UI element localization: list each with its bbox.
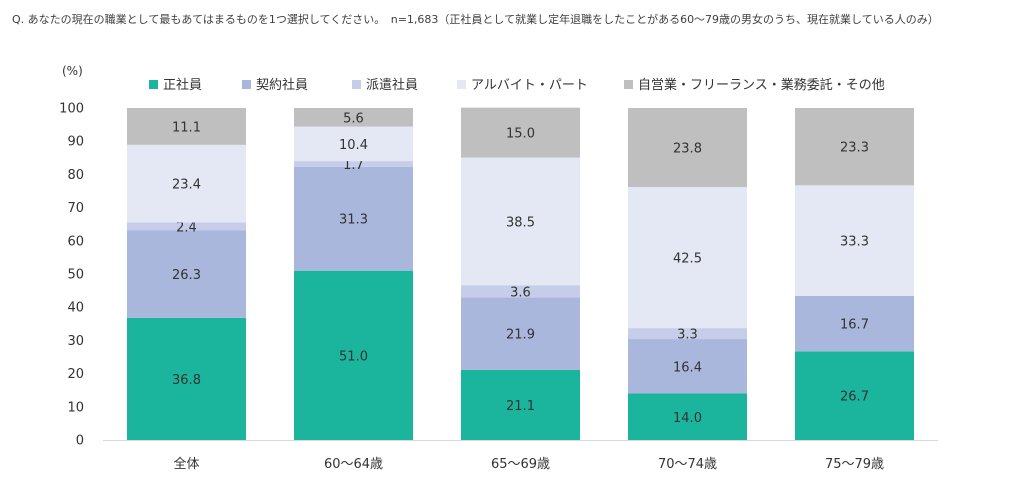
legend-label: アルバイト・パート bbox=[471, 78, 588, 93]
bar-segment bbox=[127, 230, 246, 318]
bar-segment bbox=[795, 185, 914, 296]
bar-segment bbox=[294, 126, 413, 162]
data-label: 26.3 bbox=[172, 268, 201, 283]
legend-swatch bbox=[624, 80, 633, 89]
bar-segment bbox=[461, 297, 580, 370]
bar-segment bbox=[628, 108, 747, 188]
data-label: 1.7 bbox=[343, 158, 364, 173]
bar-segment bbox=[461, 107, 580, 158]
legend-swatch bbox=[352, 80, 361, 89]
data-label: 26.7 bbox=[840, 390, 869, 405]
bar-segment bbox=[461, 369, 580, 440]
data-label: 2.4 bbox=[176, 221, 197, 236]
data-label: 21.9 bbox=[506, 328, 535, 343]
x-category-label: 60～64歳 bbox=[324, 457, 383, 472]
data-label: 23.4 bbox=[172, 178, 201, 193]
legend-swatch bbox=[457, 80, 466, 89]
bar-segment bbox=[294, 270, 413, 440]
bars-layer: 36.8 26.3 2.4 23.4 11.1 全体 51.0 31.3 1.7 10.4 5.6 6… bbox=[127, 107, 914, 472]
bar-segment bbox=[294, 166, 413, 271]
legend-label: 契約社員 bbox=[256, 77, 308, 93]
y-tick-label: 80 bbox=[67, 168, 84, 183]
legend-swatch bbox=[149, 80, 158, 89]
y-tick-label: 90 bbox=[67, 135, 84, 150]
data-label: 15.0 bbox=[506, 127, 535, 142]
data-label: 21.1 bbox=[506, 399, 535, 414]
bar-segment bbox=[795, 295, 914, 352]
data-label: 3.3 bbox=[677, 328, 698, 343]
bar-segment bbox=[628, 339, 747, 394]
y-tick-label: 40 bbox=[67, 301, 84, 316]
data-label: 23.8 bbox=[673, 142, 702, 157]
legend-label: 自営業・フリーランス・業務委託・その他 bbox=[638, 77, 885, 93]
data-label: 36.8 bbox=[172, 373, 201, 388]
data-label: 31.3 bbox=[339, 213, 368, 228]
data-label: 33.3 bbox=[840, 235, 869, 250]
bar-segment bbox=[461, 285, 580, 298]
bar-segment bbox=[127, 144, 246, 223]
data-label: 14.0 bbox=[673, 411, 702, 426]
data-label: 16.7 bbox=[840, 318, 869, 333]
bar-segment bbox=[461, 157, 580, 286]
x-category-label: 75～79歳 bbox=[825, 457, 884, 472]
x-category-label: 70～74歳 bbox=[658, 457, 717, 472]
bar-segment bbox=[795, 108, 914, 186]
y-tick-label: 50 bbox=[67, 268, 84, 283]
y-tick-label: 70 bbox=[67, 201, 84, 216]
bar-segment bbox=[294, 161, 413, 167]
bar-segment bbox=[127, 317, 246, 440]
y-tick-label: 10 bbox=[67, 400, 84, 415]
y-tick-label: 20 bbox=[67, 367, 84, 382]
bar-segment bbox=[628, 187, 747, 329]
y-unit-label: (%) bbox=[62, 64, 83, 78]
bar-segment bbox=[127, 108, 246, 145]
data-label: 11.1 bbox=[172, 120, 201, 135]
x-category-label: 65～69歳 bbox=[491, 457, 550, 472]
axis-layer: 0 10 20 30 40 50 60 70 80 90 100 bbox=[59, 102, 938, 449]
legend-label: 派遣社員 bbox=[366, 77, 418, 93]
bar-segment bbox=[628, 393, 747, 440]
y-tick-label: 100 bbox=[59, 102, 84, 117]
data-label: 5.6 bbox=[343, 111, 364, 126]
bar-segment bbox=[795, 351, 914, 440]
data-label: 38.5 bbox=[506, 215, 535, 230]
legend-label: 正社員 bbox=[163, 77, 202, 93]
data-label: 16.4 bbox=[673, 360, 702, 375]
bar-segment bbox=[294, 108, 413, 127]
legend: 正社員 契約社員 派遣社員 アルバイト・パート 自営業・フリーランス・業務委託・その他 bbox=[149, 77, 885, 93]
y-tick-label: 60 bbox=[67, 234, 84, 249]
y-tick-label: 30 bbox=[67, 334, 84, 349]
x-category-label: 全体 bbox=[173, 456, 199, 472]
data-label: 51.0 bbox=[339, 349, 368, 364]
data-label: 3.6 bbox=[510, 285, 531, 300]
legend-swatch bbox=[242, 80, 251, 89]
question-text: Q. あなたの現在の職業として最もあてはまるものを1つ選択してください。 n=1… bbox=[12, 13, 939, 26]
bar-segment bbox=[628, 328, 747, 340]
y-tick-label: 0 bbox=[76, 434, 84, 449]
data-label: 42.5 bbox=[673, 252, 702, 267]
data-label: 23.3 bbox=[840, 141, 869, 156]
data-label: 10.4 bbox=[339, 138, 368, 153]
bar-segment bbox=[127, 222, 246, 231]
